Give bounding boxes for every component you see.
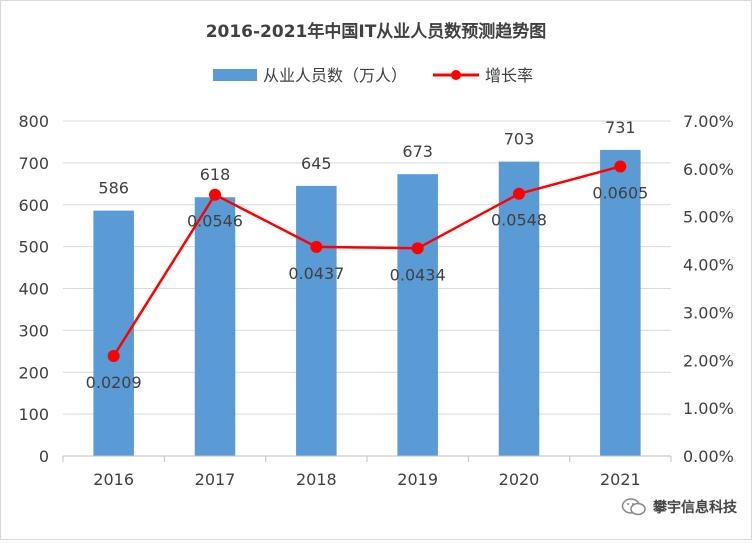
y-right-tick-label: 0.00% [683,447,734,466]
y-right-tick-label: 7.00% [683,112,734,131]
y-left-tick-label: 600 [18,196,49,215]
line-value-label: 0.0437 [288,264,344,283]
y-left-tick-label: 300 [18,321,49,340]
bar [600,149,641,457]
growth-line [112,165,621,357]
bar [296,185,337,456]
y-left-tick-label: 500 [18,238,49,257]
line-value-label: 0.0434 [390,265,446,284]
axes: 0 100 200 300 400 500 600 700 800 0.00% 1.00% 2.00%… [18,112,733,489]
y-left-tick-label: 200 [18,363,49,382]
legend: 从业人员数（万人） 增长率 [213,66,533,85]
bar-value-label: 673 [402,142,433,161]
watermark-text: 攀宇信息科技 [653,500,737,516]
bar-series [93,149,641,457]
wechat-icon [621,498,646,516]
line-point [513,187,525,200]
bar-value-label: 645 [301,154,332,173]
bar-value-label: 618 [200,165,231,184]
line-value-label: 0.0546 [187,212,243,231]
bar-value-label: 703 [504,130,535,149]
x-tick-label: 2016 [93,470,134,489]
line-value-label: 0.0605 [592,183,648,202]
y-right-tick-label: 2.00% [683,351,734,370]
x-tick-label: 2017 [195,470,236,489]
line-series [107,160,627,362]
y-right-tick-label: 4.00% [683,256,734,275]
bar [397,174,438,456]
y-left-tick-label: 100 [18,405,49,424]
y-left-tick-label: 400 [18,280,49,299]
legend-swatch-marker [451,70,461,80]
line-point [310,240,323,253]
y-right-tick-label: 6.00% [683,160,734,179]
y-right-tick-label: 3.00% [683,303,734,322]
gridlines [63,120,671,415]
line-point [209,188,221,201]
line-value-label: 0.0209 [86,373,142,392]
x-tick-label: 2019 [397,470,438,489]
bar-value-label: 586 [98,179,129,198]
y-left-tick-label: 800 [18,112,49,131]
line-point [107,349,120,362]
y-left-tick-label: 0 [39,447,49,466]
y-right-tick-label: 5.00% [683,208,734,227]
line-point [614,160,627,173]
legend-label-line: 增长率 [485,66,533,85]
chart-title: 2016-2021年中国IT从业人员数预测趋势图 [206,21,547,42]
bar-value-label: 731 [605,118,636,137]
bar [194,197,236,456]
x-tick-label: 2020 [499,470,540,489]
line-value-label: 0.0548 [491,211,547,230]
x-tick-label: 2021 [600,470,641,489]
x-tick-label: 2018 [296,470,337,489]
y-left-tick-label: 700 [18,154,49,173]
watermark: 攀宇信息科技 [621,497,737,517]
y-right-tick-label: 1.00% [683,399,734,418]
legend-label-bar: 从业人员数（万人） [263,66,407,85]
legend-swatch-bar [213,69,257,81]
bar [498,161,540,456]
line-point [411,242,424,255]
data-labels: 586 618 645 673 703 731 0.0209 0.0546 0.0437 0.04… [86,118,649,392]
